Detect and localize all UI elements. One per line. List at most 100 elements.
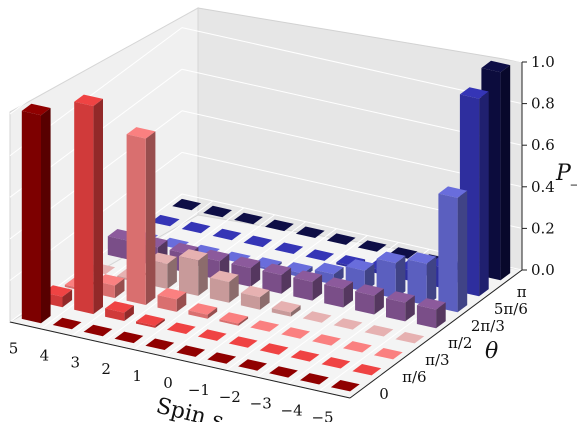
- bar-top: [212, 228, 242, 241]
- bar-top: [262, 263, 292, 275]
- bar-top: [209, 270, 239, 282]
- bar-front: [209, 277, 230, 303]
- bar-side: [405, 295, 415, 322]
- bar-side: [364, 263, 375, 292]
- bar-top: [333, 318, 363, 330]
- bar-top: [330, 380, 360, 392]
- bar: [259, 343, 289, 355]
- bar-top: [302, 311, 332, 323]
- bar-top: [343, 341, 372, 353]
- bar: [250, 320, 280, 332]
- bar-top: [259, 343, 289, 355]
- bars-layer: [21, 60, 511, 392]
- bar-top: [324, 277, 353, 289]
- bar-side: [124, 305, 134, 321]
- bar: [269, 366, 298, 378]
- bar-side: [207, 307, 218, 319]
- bar: [352, 364, 382, 376]
- bar: [238, 359, 267, 371]
- bar-top: [136, 314, 165, 326]
- x-tick-label: 4: [40, 346, 50, 364]
- bar: [212, 228, 242, 241]
- bar: [126, 127, 156, 305]
- bar-front: [136, 321, 156, 328]
- bar-front: [240, 293, 260, 310]
- bar: [145, 338, 175, 350]
- bar-top: [197, 329, 227, 341]
- bar: [197, 329, 227, 341]
- bar-top: [145, 338, 175, 350]
- bar-top: [314, 262, 344, 275]
- y-tick-label: 5π/6: [494, 300, 528, 318]
- bar-top: [243, 235, 273, 248]
- bar-top: [352, 364, 382, 376]
- y-tick-label: π/3: [425, 351, 449, 369]
- bar: [302, 311, 332, 323]
- bar-top: [269, 366, 298, 378]
- bar-top: [459, 87, 489, 99]
- z-tick-label: 0.6: [531, 136, 555, 154]
- bar-side: [155, 318, 165, 328]
- bar-top: [231, 256, 261, 269]
- x-axis-line: [9, 321, 351, 399]
- bar-side: [281, 267, 292, 294]
- bar: [181, 221, 211, 234]
- bar-front: [105, 308, 125, 321]
- bar-top: [481, 60, 511, 73]
- bar-top: [166, 322, 196, 334]
- bar-top: [238, 359, 267, 371]
- bar-front: [188, 310, 208, 319]
- bar-front: [438, 193, 458, 313]
- bar: [355, 284, 384, 315]
- bar-top: [172, 198, 202, 211]
- bar-top: [83, 324, 113, 337]
- x-tick-label: −4: [281, 402, 303, 420]
- bar-side: [260, 290, 270, 310]
- bar: [333, 318, 363, 330]
- bar: [364, 325, 394, 337]
- bar-front: [107, 236, 127, 260]
- x-tick-label: 3: [71, 353, 81, 371]
- bar-top: [188, 303, 218, 315]
- bar: [321, 357, 351, 369]
- bar-top: [326, 233, 356, 245]
- bar-front: [219, 319, 239, 326]
- grid-line-z: [242, 0, 523, 63]
- bar: [114, 331, 144, 344]
- bar-top: [407, 252, 437, 264]
- bar-side: [457, 190, 468, 313]
- bar-side: [290, 305, 301, 317]
- bar-side: [198, 253, 208, 296]
- bar: [300, 373, 329, 385]
- bar-side: [238, 316, 249, 326]
- bar-side: [312, 274, 323, 301]
- bar: [21, 103, 51, 324]
- bar-top: [271, 301, 301, 313]
- bar-side: [93, 98, 103, 315]
- bar-side: [250, 260, 261, 287]
- bar-side: [41, 108, 51, 324]
- bar-top: [281, 327, 310, 339]
- bar: [219, 312, 249, 326]
- bar-top: [357, 240, 387, 252]
- bar-top: [295, 226, 325, 238]
- bar-top: [52, 317, 82, 330]
- bar-front: [271, 308, 291, 317]
- z-tick-label: 0.8: [531, 95, 555, 113]
- bar-front: [355, 291, 375, 315]
- y-tick-label: 2π/3: [471, 317, 505, 335]
- bar-top: [176, 345, 206, 357]
- bar-side: [500, 65, 511, 281]
- bar: [438, 186, 468, 313]
- bar: [293, 270, 323, 301]
- bar-side: [374, 288, 384, 315]
- bar-top: [373, 348, 403, 360]
- x-tick-label: 2: [101, 360, 111, 378]
- bar: [52, 317, 82, 330]
- bar-top: [265, 219, 294, 232]
- bar-side: [395, 255, 406, 299]
- x-tick-label: 1: [132, 367, 142, 385]
- bar-front: [407, 259, 427, 306]
- bar-side: [229, 274, 239, 303]
